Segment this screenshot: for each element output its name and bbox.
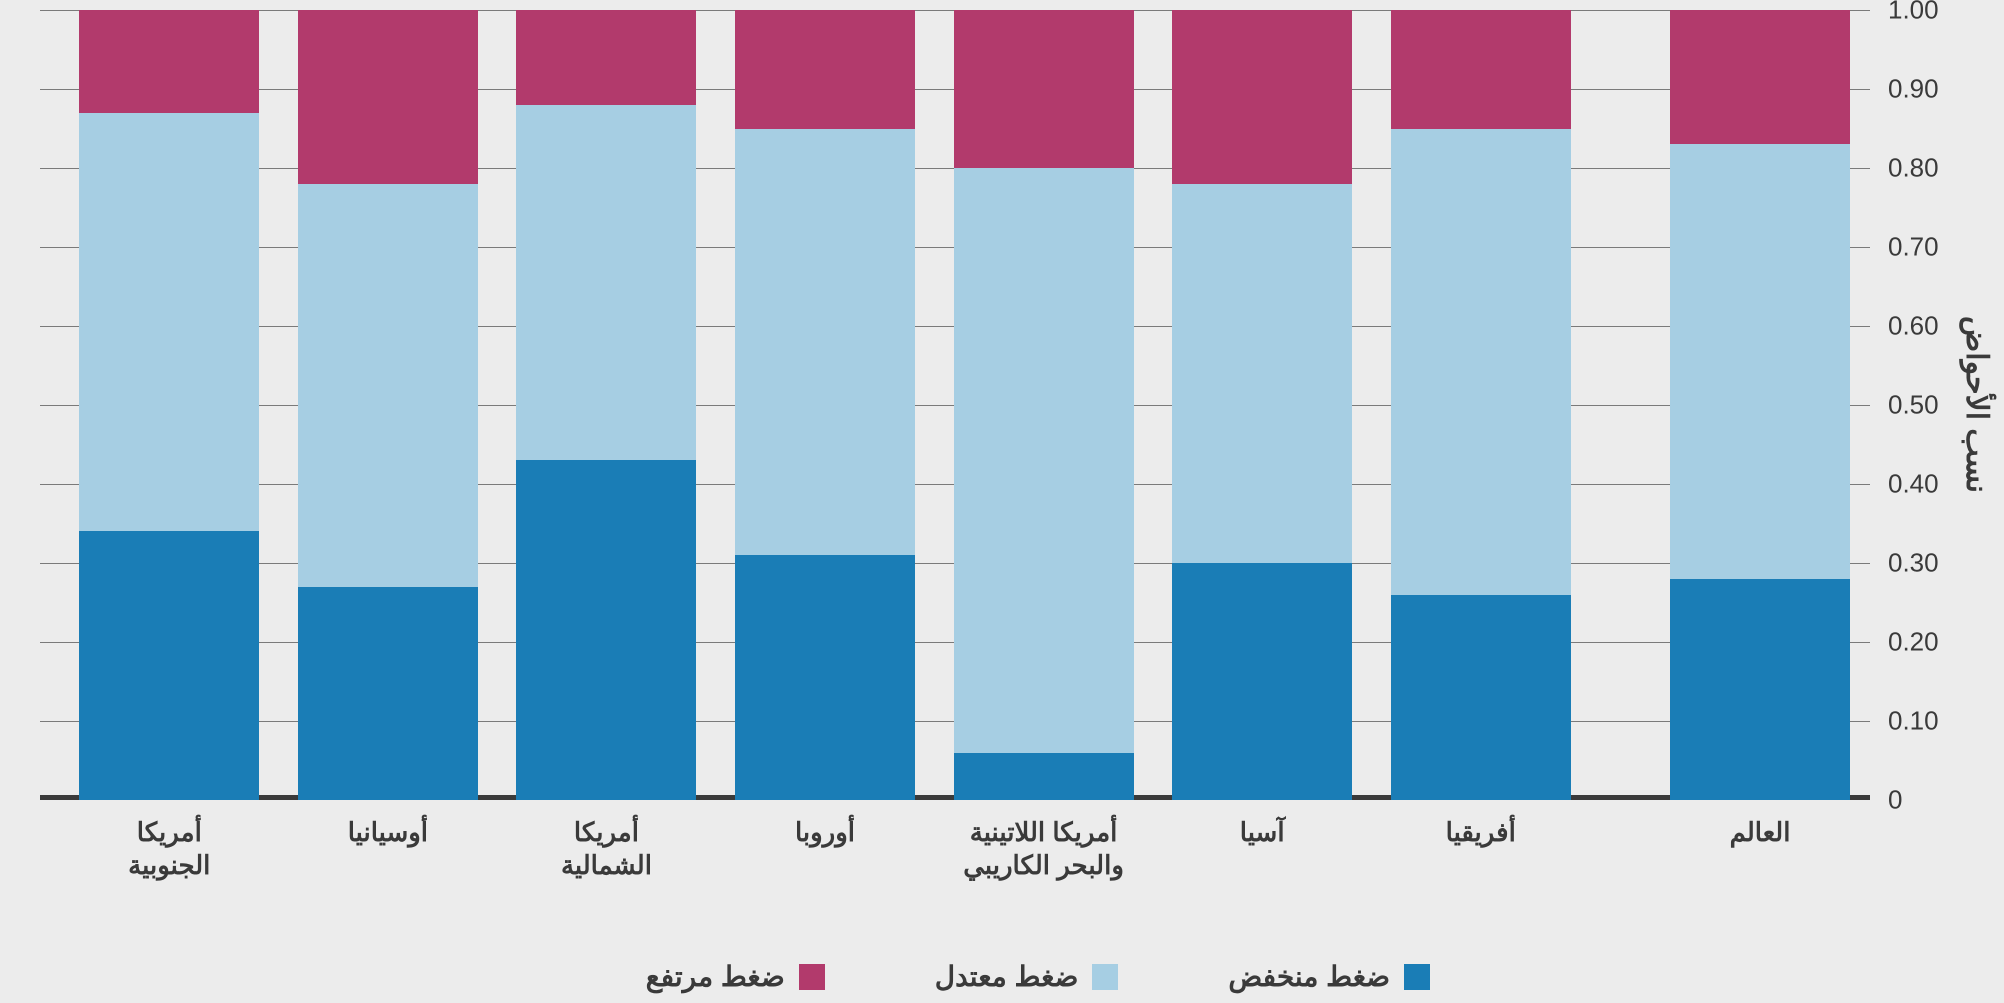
y-tick-label: 0.40 <box>1888 469 1939 500</box>
y-axis-title: نسب الأحواض <box>1957 231 1996 579</box>
y-tick-label: 0.70 <box>1888 232 1939 263</box>
y-tick-label: 0 <box>1888 785 1902 816</box>
legend: ضغط منخفض ضغط معتدل ضغط مرتفع <box>646 960 1430 993</box>
bar-latam <box>954 10 1134 800</box>
bar-segment-moderate <box>79 113 259 532</box>
legend-label-high: ضغط مرتفع <box>646 960 785 993</box>
bar-segment-low <box>735 555 915 800</box>
y-tick-label: 0.30 <box>1888 548 1939 579</box>
plot-area <box>40 10 1870 800</box>
bar-europe <box>735 10 915 800</box>
bar-segment-high <box>516 10 696 105</box>
bar-segment-moderate <box>1172 184 1352 563</box>
bar-segment-high <box>1670 10 1850 144</box>
bar-segment-low <box>954 753 1134 800</box>
legend-swatch-moderate <box>1092 964 1118 990</box>
legend-label-low: ضغط منخفض <box>1228 960 1390 993</box>
legend-item-high: ضغط مرتفع <box>646 960 825 993</box>
legend-label-moderate: ضغط معتدل <box>935 960 1079 993</box>
y-tick-label: 1.00 <box>1888 0 1939 26</box>
y-tick-label: 0.20 <box>1888 627 1939 658</box>
x-label-world: العالم <box>1630 816 1890 849</box>
legend-swatch-high <box>799 964 825 990</box>
y-tick-label: 0.80 <box>1888 153 1939 184</box>
bar-segment-moderate <box>298 184 478 587</box>
x-label-samerica: أمريكا الجنوبية <box>39 816 299 881</box>
bar-segment-high <box>79 10 259 113</box>
y-tick-label: 0.50 <box>1888 390 1939 421</box>
bar-africa <box>1391 10 1571 800</box>
bar-segment-low <box>1172 563 1352 800</box>
bar-segment-high <box>1391 10 1571 129</box>
bar-segment-low <box>1670 579 1850 800</box>
bar-segment-high <box>298 10 478 184</box>
legend-item-low: ضغط منخفض <box>1228 960 1430 993</box>
bar-oceania <box>298 10 478 800</box>
bar-world <box>1670 10 1850 800</box>
y-tick-label: 0.90 <box>1888 74 1939 105</box>
bar-samerica <box>79 10 259 800</box>
bar-segment-moderate <box>1391 129 1571 595</box>
legend-swatch-low <box>1404 964 1430 990</box>
bar-segment-moderate <box>735 129 915 556</box>
chart-canvas: نسب الأحواض 0 0.10 0.20 0.30 0.40 0.50 0.60 0.7… <box>0 0 2004 1003</box>
bar-segment-high <box>954 10 1134 168</box>
bar-segment-low <box>298 587 478 800</box>
legend-item-moderate: ضغط معتدل <box>935 960 1119 993</box>
y-tick-label: 0.10 <box>1888 706 1939 737</box>
bar-segment-low <box>79 531 259 800</box>
bar-segment-moderate <box>954 168 1134 753</box>
bar-segment-moderate <box>1670 144 1850 579</box>
y-tick-label: 0.60 <box>1888 311 1939 342</box>
bar-segment-high <box>1172 10 1352 184</box>
bar-segment-low <box>1391 595 1571 800</box>
bar-segment-high <box>735 10 915 129</box>
bar-namerica <box>516 10 696 800</box>
bar-asia <box>1172 10 1352 800</box>
bar-segment-low <box>516 460 696 800</box>
bar-segment-moderate <box>516 105 696 461</box>
